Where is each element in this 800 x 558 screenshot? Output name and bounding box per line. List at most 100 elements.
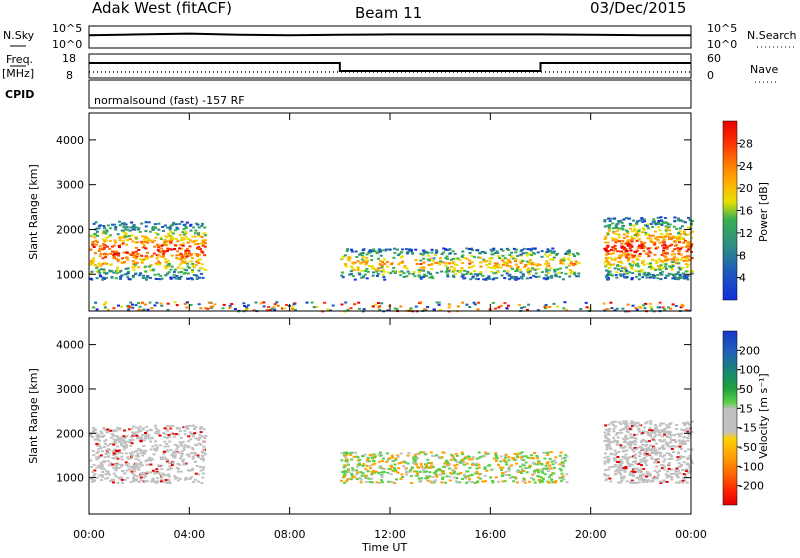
heatmap-cell (633, 237, 637, 240)
heatmap-cell (628, 222, 632, 225)
heatmap-cell (565, 473, 569, 476)
heatmap-cell (507, 474, 511, 477)
heatmap-cell (615, 307, 619, 310)
heatmap-cell (614, 452, 618, 455)
heatmap-cell (143, 241, 147, 244)
heatmap-cell (671, 250, 675, 253)
heatmap-cell (658, 431, 662, 434)
heatmap-cell (441, 478, 445, 481)
heatmap-cell (194, 222, 198, 225)
heatmap-cell (142, 238, 146, 241)
heatmap-cell (346, 463, 350, 466)
heatmap-cell (91, 471, 95, 473)
heatmap-cell (677, 262, 681, 265)
heatmap-cell (429, 462, 433, 464)
heatmap-cell (537, 275, 541, 278)
heatmap-cell (606, 461, 610, 464)
heatmap-cell (125, 463, 128, 466)
heatmap-cell (104, 239, 108, 242)
heatmap-cell (540, 271, 544, 274)
heatmap-cell (153, 304, 157, 307)
heatmap-cell (520, 306, 524, 309)
heatmap-cell (666, 431, 670, 434)
heatmap-cell (157, 464, 160, 467)
heatmap-cell (163, 436, 167, 439)
heatmap-cell (643, 271, 647, 274)
heatmap-cell (649, 306, 653, 308)
heatmap-cell (641, 244, 645, 247)
heatmap-cell (186, 272, 190, 275)
heatmap-cell (123, 273, 127, 276)
heatmap-cell (459, 472, 462, 475)
heatmap-cell (425, 475, 429, 477)
heatmap-cell (544, 253, 548, 256)
heatmap-cell (98, 464, 102, 467)
heatmap-cell (621, 307, 625, 310)
heatmap-cell (476, 308, 480, 311)
heatmap-cell (198, 437, 202, 439)
heatmap-cell (612, 436, 616, 439)
heatmap-cell (371, 471, 375, 474)
heatmap-cell (378, 250, 382, 253)
heatmap-cell (101, 471, 105, 473)
heatmap-cell (645, 421, 649, 424)
heatmap-cell (686, 456, 690, 459)
heatmap-cell (194, 437, 198, 440)
heatmap-cell (440, 481, 444, 484)
heatmap-cell (149, 440, 153, 443)
heatmap-cell (195, 239, 199, 242)
heatmap-cell (101, 435, 105, 438)
freq-tick-bottom: 8 (66, 69, 73, 82)
colorbar-tick-label: 4 (739, 272, 746, 285)
heatmap-cell (686, 439, 690, 442)
heatmap-cell (440, 253, 444, 256)
heatmap-cell (527, 262, 531, 265)
y-tick-label: 4000 (56, 134, 84, 147)
heatmap-cell (490, 270, 494, 273)
heatmap-cell (603, 474, 607, 477)
heatmap-cell (366, 470, 370, 473)
heatmap-cell (629, 224, 633, 227)
heatmap-cell (376, 257, 380, 260)
heatmap-cell (138, 425, 142, 428)
heatmap-cell (425, 463, 429, 466)
heatmap-cell (152, 453, 156, 456)
heatmap-cell (187, 277, 191, 280)
nave-tick-bottom: 0 (707, 69, 714, 82)
heatmap-cell (405, 252, 409, 255)
heatmap-cell (136, 455, 140, 458)
heatmap-cell (473, 303, 477, 306)
heatmap-cell (643, 453, 647, 456)
heatmap-cell (379, 254, 383, 257)
heatmap-cell (413, 454, 417, 457)
heatmap-cell (632, 437, 636, 439)
heatmap-cell (396, 454, 400, 457)
heatmap-cell (631, 230, 634, 233)
heatmap-cell (204, 269, 208, 271)
heatmap-cell (422, 257, 426, 260)
heatmap-cell (540, 250, 544, 253)
heatmap-cell (686, 255, 690, 258)
heatmap-cell (432, 481, 436, 484)
heatmap-cell (475, 462, 479, 465)
heatmap-cell (95, 434, 99, 437)
heatmap-cell (458, 259, 462, 262)
heatmap-cell (89, 263, 93, 266)
heatmap-cell (343, 454, 347, 457)
heatmap-cell (393, 481, 396, 484)
heatmap-cell (558, 476, 562, 479)
heatmap-cell (356, 269, 360, 272)
heatmap-cell (345, 480, 349, 482)
heatmap-cell (414, 453, 418, 456)
heatmap-cell (400, 270, 404, 273)
heatmap-cell (193, 427, 196, 430)
heatmap-cell (97, 443, 101, 445)
heatmap-cell (607, 274, 611, 277)
heatmap-cell (417, 452, 421, 455)
heatmap-cell (685, 233, 689, 236)
heatmap-cell (462, 463, 466, 466)
heatmap-cell (507, 467, 511, 470)
heatmap-cell (96, 241, 100, 244)
heatmap-cell (103, 261, 107, 264)
heatmap-cell (140, 302, 144, 305)
